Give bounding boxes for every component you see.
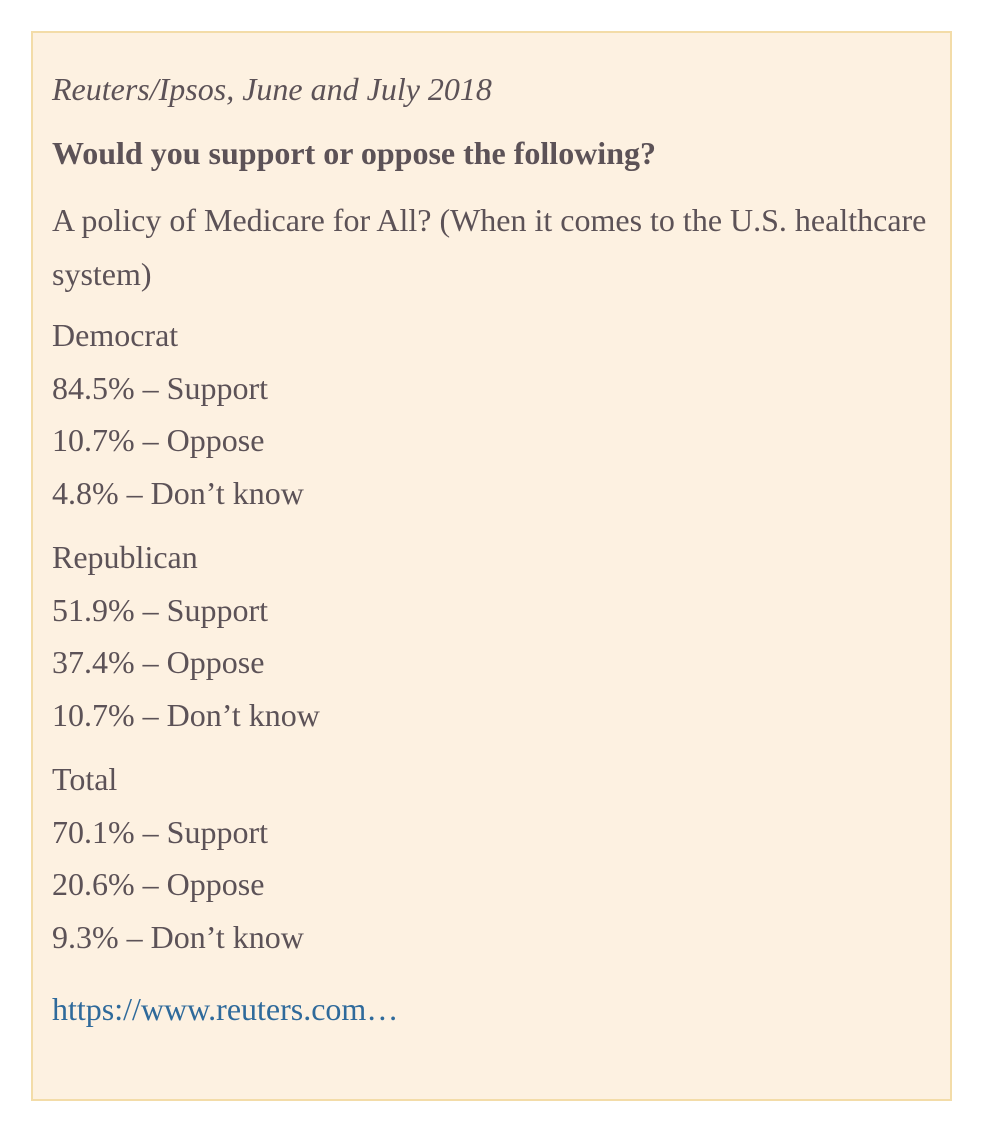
result-row: 51.9% – Support xyxy=(52,591,268,628)
group-democrat: Democrat 84.5% – Support 10.7% – Oppose … xyxy=(52,309,930,519)
result-row: 70.1% – Support xyxy=(52,813,268,850)
group-label: Democrat xyxy=(52,317,179,353)
result-row: 10.7% – Oppose xyxy=(52,422,265,458)
group-total: Total 70.1% – Support 20.6% – Oppose 9.3… xyxy=(52,753,930,963)
result-row: 4.8% – Don’t know xyxy=(52,474,304,511)
group-label: Total xyxy=(52,761,118,797)
poll-card: Reuters/Ipsos, June and July 2018 Would … xyxy=(31,31,952,1101)
poll-source: Reuters/Ipsos, June and July 2018 xyxy=(52,71,492,107)
group-republican: Republican 51.9% – Support 37.4% – Oppos… xyxy=(52,531,930,741)
group-label: Republican xyxy=(52,539,198,575)
result-row: 9.3% – Don’t know xyxy=(52,918,304,955)
result-row: 20.6% – Oppose xyxy=(52,866,265,902)
result-row: 84.5% – Support xyxy=(52,369,268,406)
poll-subquestion: A policy of Medicare for All? (When it c… xyxy=(52,202,927,292)
result-row: 37.4% – Oppose xyxy=(52,644,265,680)
poll-question: Would you support or oppose the followin… xyxy=(52,135,656,171)
result-row: 10.7% – Don’t know xyxy=(52,696,320,733)
source-link[interactable]: https://www.reuters.com… xyxy=(52,991,399,1027)
